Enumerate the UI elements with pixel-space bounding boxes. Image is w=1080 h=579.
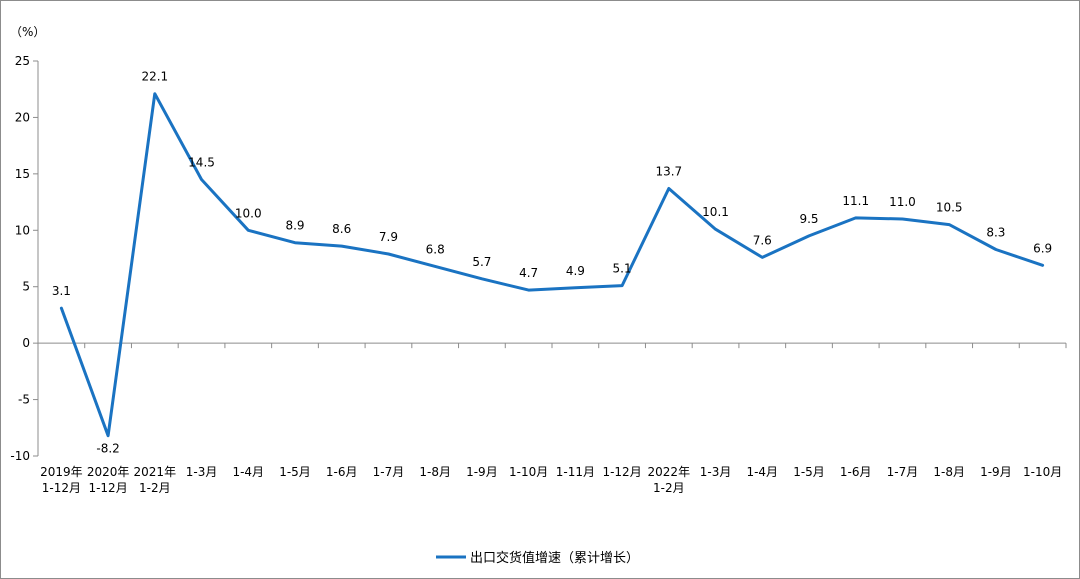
x-tick-label: 1-12月 [42, 481, 81, 495]
data-label: 4.7 [519, 266, 538, 280]
x-tick-label: 1-4月 [746, 465, 778, 479]
data-point [621, 285, 623, 287]
data-label: 11.1 [842, 194, 869, 208]
data-label: 8.6 [332, 222, 351, 236]
data-point [1042, 264, 1044, 266]
x-tick-label: 1-9月 [466, 465, 498, 479]
data-label: 10.5 [936, 201, 963, 215]
x-tick-label: 1-12月 [88, 481, 127, 495]
data-point [481, 278, 483, 280]
data-label: 9.5 [799, 212, 818, 226]
data-point [574, 287, 576, 289]
series-line [59, 92, 1045, 438]
y-tick-label: 0 [22, 336, 30, 350]
data-label: 4.9 [566, 264, 585, 278]
y-tick-label: -5 [18, 393, 30, 407]
x-tick-label: 1-12月 [602, 465, 641, 479]
data-point [668, 188, 670, 190]
x-tick-label: 2020年 [87, 465, 130, 479]
data-point [761, 256, 763, 258]
y-unit-label: （%） [10, 25, 45, 39]
x-tick-label: 1-9月 [980, 465, 1012, 479]
data-point [387, 253, 389, 255]
x-tick-label: 1-10月 [1023, 465, 1062, 479]
data-point [107, 435, 109, 437]
data-point [60, 307, 62, 309]
series-group [59, 92, 1045, 438]
x-tick-label: 1-11月 [556, 465, 595, 479]
data-point [808, 235, 810, 237]
data-label: 7.6 [753, 233, 772, 247]
x-tick-label: 2019年 [40, 465, 83, 479]
data-point [201, 179, 203, 180]
data-label: 3.1 [52, 284, 71, 298]
x-tick-label: 2022年 [648, 465, 691, 479]
x-tick-label: 1-10月 [509, 465, 548, 479]
data-point [247, 229, 249, 231]
y-tick-label: 5 [22, 280, 30, 294]
data-label: -8.2 [96, 442, 119, 456]
data-point [901, 218, 903, 220]
x-tick-label: 1-3月 [700, 465, 732, 479]
legend-label: 出口交货值增速（累计增长） [470, 550, 639, 566]
data-point [528, 289, 530, 291]
data-point [434, 265, 436, 267]
data-label: 5.7 [472, 255, 491, 269]
x-tick-label: 1-8月 [419, 465, 451, 479]
x-tick-label: 2021年 [134, 465, 177, 479]
y-tick-label: 10 [15, 223, 30, 237]
x-tick-label: 1-4月 [232, 465, 264, 479]
data-label: 6.9 [1033, 241, 1052, 255]
x-tick-label: 1-7月 [373, 465, 405, 479]
data-label: 11.0 [889, 195, 916, 209]
data-label: 14.5 [188, 156, 215, 170]
x-axis: 2019年 1-12月 2020年 1-12月 2021年 1-2月 1-3月 1-4月 1-5… [37, 342, 1067, 495]
y-tick-label: 25 [15, 54, 30, 68]
data-label: 6.8 [426, 242, 445, 256]
x-tick-label: 1-2月 [653, 481, 685, 495]
data-labels: 3.1 -8.2 22.1 14.5 10.0 8.9 8.6 7.9 6.8 5.7 4.7 4.9… [52, 70, 1052, 456]
x-tick-label: 1-5月 [279, 465, 311, 479]
data-point [154, 93, 156, 95]
data-point [294, 242, 296, 244]
x-tick-label: 1-7月 [887, 465, 919, 479]
y-tick-label: -10 [10, 449, 30, 463]
data-point [715, 228, 717, 230]
x-tick-label: 1-8月 [933, 465, 965, 479]
data-point [995, 248, 997, 250]
data-label: 10.0 [235, 206, 262, 220]
data-label: 22.1 [141, 70, 168, 84]
data-label: 7.9 [379, 230, 398, 244]
legend: 出口交货值增速（累计增长） [436, 550, 639, 566]
data-label: 13.7 [655, 165, 682, 179]
x-tick-label: 1-5月 [793, 465, 825, 479]
data-point [948, 224, 950, 226]
y-tick-label: 20 [15, 110, 30, 124]
x-tick-label: 1-3月 [186, 465, 218, 479]
x-tick-label: 1-6月 [840, 465, 872, 479]
y-tick-label: 15 [15, 167, 30, 181]
data-label: 8.3 [986, 225, 1005, 239]
data-point [855, 217, 857, 219]
data-label: 10.1 [702, 205, 729, 219]
y-axis: 25 20 15 10 5 0 -5 -10 [10, 54, 39, 463]
x-tick-label: 1-2月 [139, 481, 171, 495]
x-tick-label: 1-6月 [326, 465, 358, 479]
data-label: 8.9 [285, 219, 304, 233]
data-point [341, 245, 343, 247]
data-label: 5.1 [613, 262, 632, 276]
